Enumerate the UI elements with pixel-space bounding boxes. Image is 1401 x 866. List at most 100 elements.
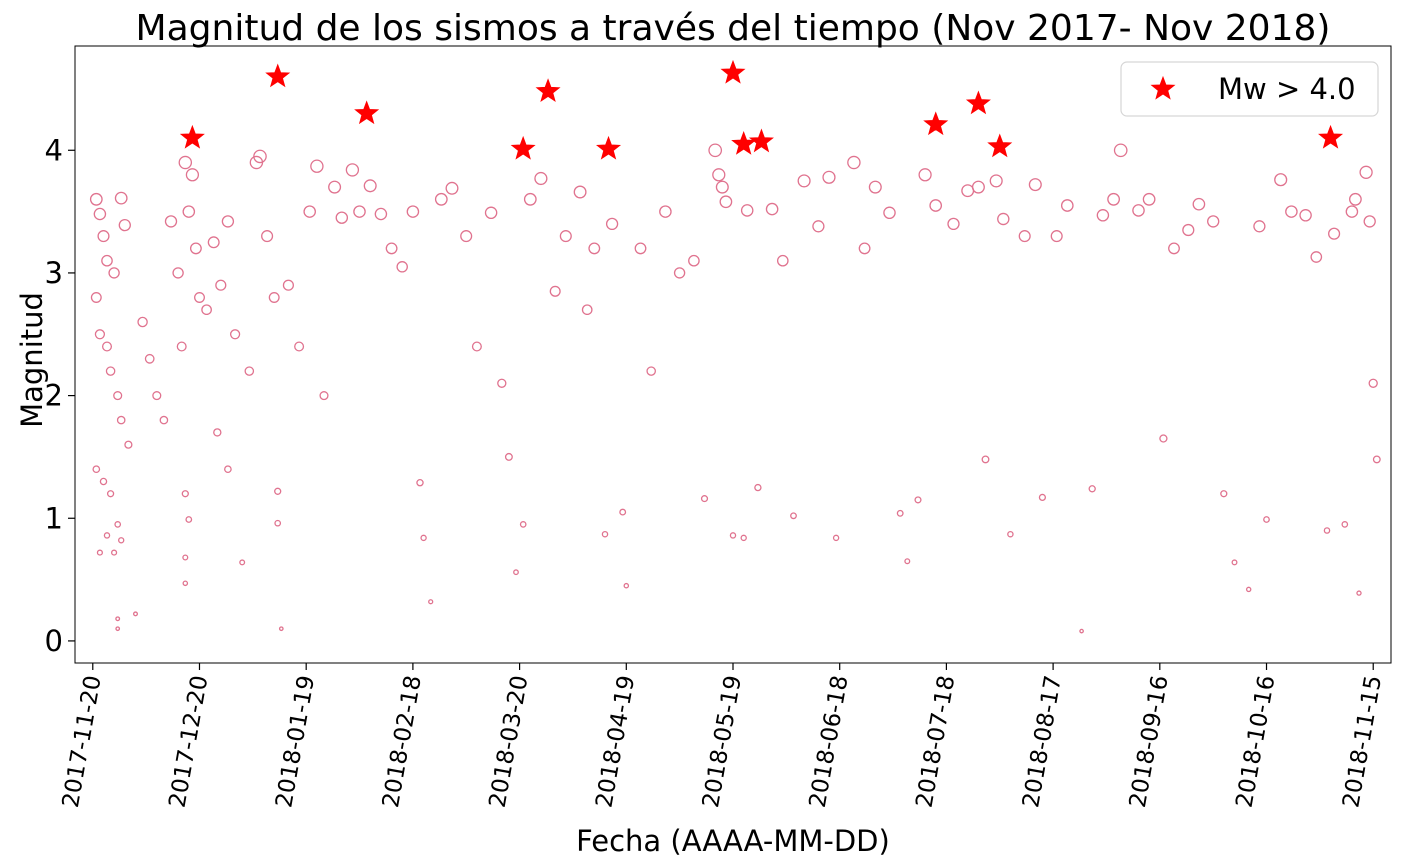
event-point bbox=[1285, 205, 1298, 218]
x-tick-label: 2018-02-18 bbox=[378, 674, 427, 810]
y-tick-label: 0 bbox=[45, 624, 63, 658]
event-point bbox=[997, 212, 1010, 226]
x-tick-label: 2018-06-18 bbox=[805, 674, 854, 810]
event-point bbox=[1328, 227, 1341, 240]
event-point bbox=[182, 580, 189, 587]
y-tick-label: 2 bbox=[45, 379, 63, 413]
event-point bbox=[182, 205, 196, 218]
x-tick-label: 2017-11-20 bbox=[58, 674, 107, 810]
event-point bbox=[605, 217, 619, 231]
event-point bbox=[918, 168, 932, 182]
x-tick-label: 2018-08-17 bbox=[1018, 674, 1067, 810]
event-point bbox=[1372, 455, 1381, 464]
event-point bbox=[971, 180, 985, 194]
x-tick-label: 2018-03-20 bbox=[485, 674, 534, 810]
y-axis: 0 1 2 3 4 bbox=[45, 133, 75, 658]
event-point bbox=[1349, 192, 1362, 206]
strong-event-star bbox=[596, 135, 622, 160]
y-axis-label: Magnitud bbox=[15, 292, 49, 428]
strong-event-star bbox=[1318, 124, 1344, 149]
event-point bbox=[588, 242, 601, 255]
event-point bbox=[416, 478, 424, 487]
x-axis-label: Fecha (AAAA-MM-DD) bbox=[576, 824, 890, 858]
event-point bbox=[688, 254, 700, 267]
event-point bbox=[178, 155, 193, 170]
event-point bbox=[115, 616, 121, 622]
y-tick-label: 1 bbox=[45, 501, 63, 535]
event-point bbox=[929, 199, 943, 212]
event-point bbox=[181, 490, 189, 498]
event-point bbox=[601, 530, 609, 538]
event-point bbox=[116, 415, 126, 425]
event-point bbox=[1253, 220, 1266, 233]
event-point bbox=[1368, 378, 1378, 388]
event-point bbox=[97, 230, 110, 243]
event-point bbox=[111, 549, 118, 556]
plot-frame bbox=[74, 45, 1392, 664]
event-point bbox=[765, 202, 779, 216]
event-point bbox=[497, 378, 507, 388]
event-point bbox=[729, 532, 737, 539]
event-point bbox=[374, 207, 388, 221]
chart-title: Magnitud de los sismos a través del tiem… bbox=[136, 8, 1331, 49]
legend-label: Mw > 4.0 bbox=[1218, 72, 1356, 106]
event-point bbox=[673, 267, 686, 279]
event-point bbox=[523, 192, 537, 206]
event-point bbox=[224, 465, 232, 474]
event-point bbox=[101, 254, 113, 267]
event-point bbox=[113, 391, 123, 401]
event-point bbox=[1192, 197, 1206, 211]
event-point bbox=[189, 242, 202, 255]
event-point bbox=[1088, 485, 1096, 493]
event-point bbox=[740, 534, 747, 542]
event-point bbox=[534, 171, 548, 186]
event-point bbox=[822, 170, 836, 184]
event-point bbox=[754, 483, 762, 492]
event-point bbox=[1341, 521, 1349, 528]
event-point bbox=[484, 206, 498, 220]
event-point bbox=[1096, 209, 1110, 222]
event-point bbox=[858, 242, 871, 255]
event-point bbox=[92, 465, 101, 474]
x-tick-label: 2018-09-16 bbox=[1125, 674, 1174, 810]
event-point bbox=[1060, 199, 1074, 212]
event-point bbox=[797, 174, 811, 188]
event-point bbox=[137, 316, 148, 328]
event-point bbox=[1182, 223, 1195, 237]
event-point bbox=[345, 163, 360, 177]
event-point bbox=[1079, 628, 1084, 634]
event-point bbox=[274, 519, 282, 527]
event-point bbox=[89, 192, 103, 206]
event-point bbox=[282, 279, 294, 291]
event-point bbox=[634, 242, 647, 255]
event-point bbox=[519, 521, 527, 528]
event-point bbox=[659, 205, 672, 218]
y-tick-label: 4 bbox=[45, 133, 63, 167]
event-point bbox=[700, 495, 709, 503]
event-point bbox=[646, 366, 656, 376]
event-point bbox=[513, 569, 519, 576]
legend-star-marker bbox=[1150, 75, 1176, 100]
event-point bbox=[294, 341, 305, 352]
event-point bbox=[434, 192, 448, 206]
event-point bbox=[989, 174, 1003, 188]
strong-event-star bbox=[265, 63, 291, 88]
strong-event-star bbox=[987, 133, 1013, 158]
event-point bbox=[106, 490, 115, 498]
event-point bbox=[961, 184, 975, 198]
event-point bbox=[90, 292, 102, 303]
event-point bbox=[883, 206, 896, 220]
event-point bbox=[1142, 192, 1156, 206]
strong-event-star bbox=[354, 100, 380, 125]
event-point bbox=[144, 353, 155, 364]
event-point bbox=[947, 217, 960, 231]
event-point bbox=[1132, 204, 1145, 217]
event-point bbox=[239, 559, 246, 566]
event-point bbox=[904, 558, 911, 565]
event-point bbox=[619, 508, 627, 516]
event-point bbox=[1274, 173, 1288, 187]
strong-event-star bbox=[510, 135, 536, 160]
event-point bbox=[335, 211, 349, 224]
strong-event-star bbox=[720, 59, 746, 84]
